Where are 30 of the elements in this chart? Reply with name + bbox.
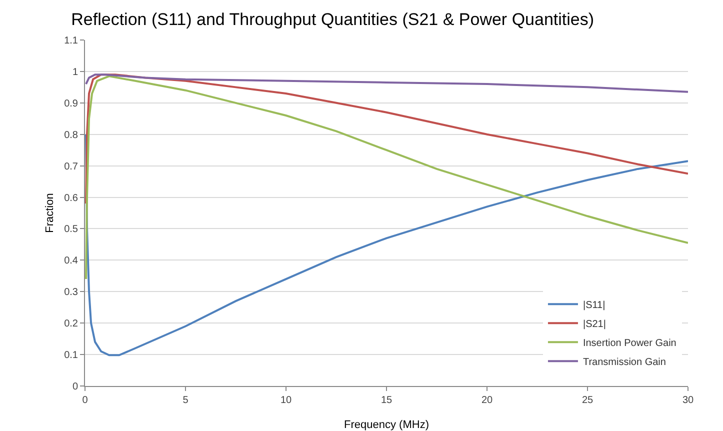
x-tick-label: 10 <box>280 395 292 406</box>
y-tick-label: 1 <box>72 66 78 78</box>
y-tick-label: 0.3 <box>64 287 78 298</box>
chart-title: Reflection (S11) and Throughput Quantities (S21 & Power Quantities) <box>71 10 594 29</box>
legend-label: |S11| <box>582 300 606 312</box>
y-axis-title: Fraction <box>44 193 56 233</box>
line-series <box>85 74 688 93</box>
y-tick-label: 0.1 <box>64 350 78 362</box>
y-tick-label: 0.6 <box>64 192 78 204</box>
line-series <box>85 75 688 280</box>
y-tick-label: 0.5 <box>64 224 78 236</box>
line-series <box>85 133 688 356</box>
line-series <box>85 74 688 205</box>
x-tick-label: 5 <box>182 395 189 406</box>
y-tick-label: 0.2 <box>64 318 78 330</box>
x-tick-label: 0 <box>82 395 88 406</box>
x-tick-label: 20 <box>481 395 493 406</box>
legend-label: Transmission Gain <box>582 357 666 368</box>
x-axis-title: Frequency (MHz) <box>344 419 429 431</box>
y-tick-label: 0 <box>72 382 78 392</box>
x-tick-label: 15 <box>380 395 392 406</box>
y-tick-label: 0.4 <box>64 256 78 267</box>
legend-label: Insertion Power Gain <box>582 338 676 350</box>
x-tick-label: 30 <box>682 395 694 406</box>
y-tick-label: 0.7 <box>64 161 78 172</box>
legend-label: |S21| <box>582 319 606 330</box>
x-tick-label: 25 <box>582 395 594 406</box>
y-tick-label: 1.1 <box>64 36 78 46</box>
y-tick-label: 0.8 <box>64 130 78 141</box>
y-tick-label: 0.9 <box>64 98 78 110</box>
